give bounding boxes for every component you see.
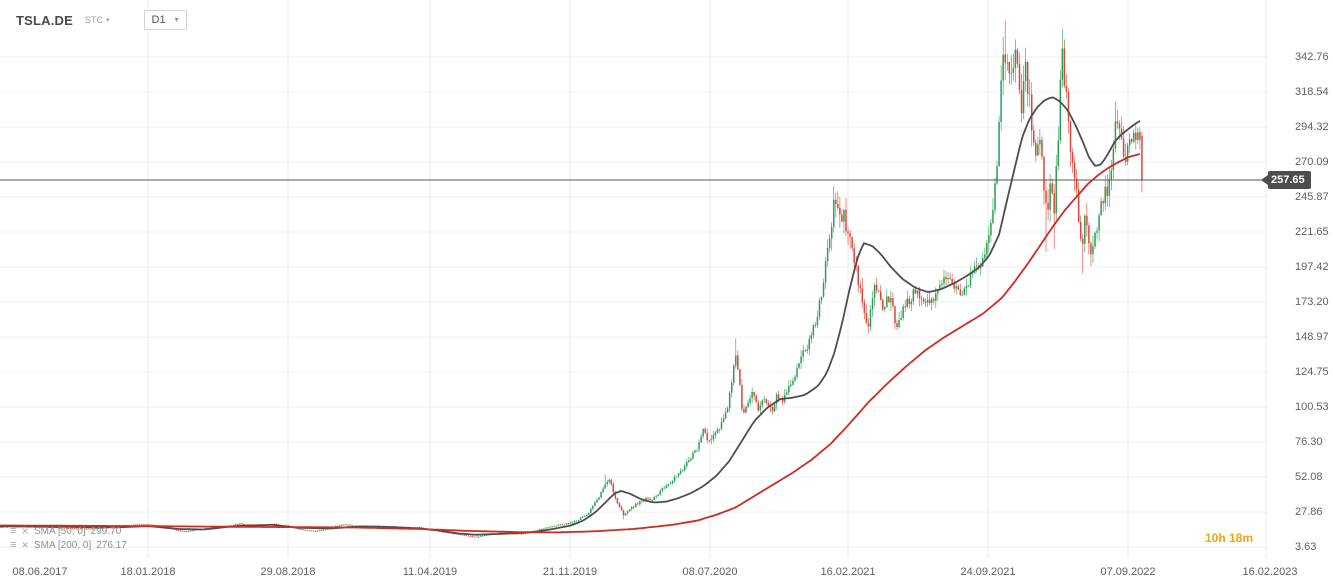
close-icon[interactable]: ✕ — [21, 525, 29, 536]
indicator-legend: ≡ ✕ SMA [50, 0] 299.70 ≡ ✕ SMA [200, 0] … — [10, 524, 127, 552]
price-axis-label: 245.87 — [1295, 191, 1329, 203]
indicator-value: 276.17 — [96, 539, 127, 551]
price-axis-label: 27.86 — [1295, 506, 1323, 518]
grid-layer — [0, 0, 1268, 560]
indicator-label: SMA [200, 0] — [33, 539, 92, 551]
candles-layer[interactable] — [0, 20, 1143, 538]
date-axis-label: 11.04.2019 — [402, 566, 458, 578]
price-axis-label: 318.54 — [1295, 86, 1329, 98]
date-axis-label: 29.08.2018 — [260, 566, 316, 578]
chevron-down-icon: ▾ — [174, 15, 179, 24]
price-axis-label: 76.30 — [1295, 436, 1323, 448]
price-axis-label: 294.32 — [1295, 121, 1329, 133]
indicator-label: SMA [50, 0] — [33, 525, 86, 537]
candlestick-chart[interactable] — [0, 0, 1268, 560]
date-axis[interactable]: 08.06.2017 18.01.2018 29.08.2018 11.04.2019… — [0, 558, 1333, 588]
indicator-row-sma50: ≡ ✕ SMA [50, 0] 299.70 — [10, 524, 127, 538]
candle-countdown: 10h 18m — [1204, 531, 1253, 545]
sma50-line — [0, 96, 1141, 536]
indicator-row-sma200: ≡ ✕ SMA [200, 0] 276.17 — [10, 538, 127, 552]
market-type-dropdown[interactable]: STC ▾ — [85, 15, 110, 25]
price-axis-label: 3.63 — [1295, 541, 1317, 553]
timeframe-value: D1 — [151, 14, 166, 26]
symbol-bar: TSLA.DE STC ▾ D1 ▾ — [16, 10, 187, 30]
price-axis-label: 221.65 — [1295, 226, 1329, 238]
price-axis[interactable]: 342.76 318.54 294.32 270.09 245.87 221.65 197.… — [1268, 0, 1333, 560]
sma200-line — [0, 153, 1141, 534]
price-axis-label: 148.97 — [1295, 331, 1329, 343]
timeframe-select[interactable]: D1 ▾ — [143, 10, 187, 30]
current-price-badge: 257.65 — [1261, 171, 1311, 189]
menu-icon[interactable]: ≡ — [10, 539, 17, 551]
price-axis-label: 270.09 — [1295, 156, 1329, 168]
price-pointer-icon — [1261, 175, 1268, 185]
price-axis-label: 197.42 — [1295, 261, 1329, 273]
close-icon[interactable]: ✕ — [21, 539, 29, 550]
price-axis-label: 100.53 — [1295, 401, 1329, 413]
price-axis-label: 342.76 — [1295, 51, 1329, 63]
date-axis-label: 18.01.2018 — [120, 566, 176, 578]
chevron-down-icon: ▾ — [106, 16, 110, 24]
date-axis-label: 16.02.2021 — [820, 566, 876, 578]
date-axis-label: 08.07.2020 — [682, 566, 738, 578]
price-axis-label: 173.20 — [1295, 296, 1329, 308]
date-axis-label: 21.11.2019 — [542, 566, 598, 578]
symbol-label: TSLA.DE — [16, 12, 74, 28]
indicator-value: 299.70 — [90, 525, 122, 537]
date-axis-label: 07.09.2022 — [1100, 566, 1156, 578]
market-type-label: STC — [85, 15, 104, 25]
date-axis-label: 08.06.2017 — [12, 566, 68, 578]
price-axis-label: 124.75 — [1295, 366, 1329, 378]
menu-icon[interactable]: ≡ — [10, 525, 17, 537]
current-price-value: 257.65 — [1268, 171, 1311, 189]
date-axis-label: 16.02.2023 — [1242, 566, 1298, 578]
price-axis-label: 52.08 — [1295, 471, 1323, 483]
date-axis-label: 24.09.2021 — [960, 566, 1016, 578]
